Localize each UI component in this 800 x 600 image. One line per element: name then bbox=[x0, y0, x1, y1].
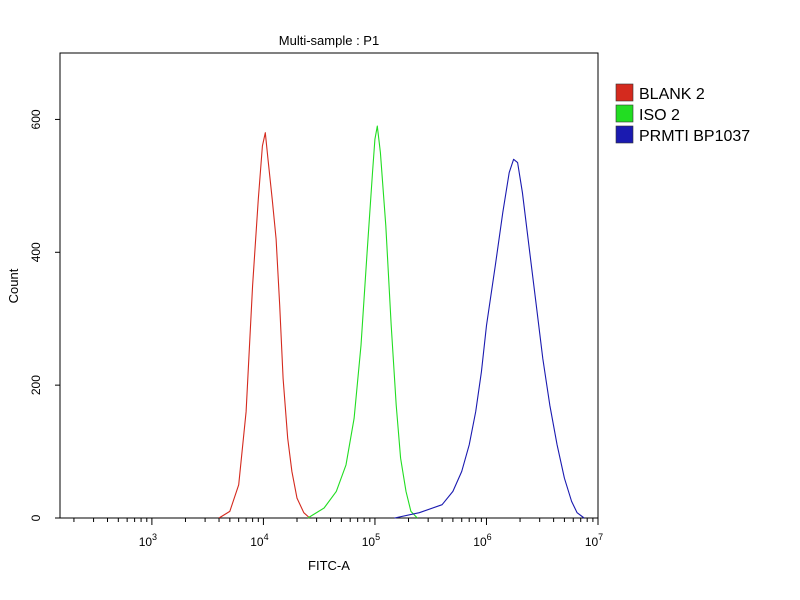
x-tick-label-2: 105 bbox=[362, 532, 380, 549]
series-line-1 bbox=[307, 125, 418, 519]
legend-label-0: BLANK 2 bbox=[639, 86, 705, 103]
legend-swatch-0 bbox=[615, 83, 634, 102]
chart-title: Multi-sample : P1 bbox=[279, 33, 379, 48]
y-tick-label-3: 600 bbox=[29, 109, 43, 129]
x-axis-title: FITC-A bbox=[308, 558, 350, 573]
series-layer bbox=[218, 125, 585, 519]
y-axis: 0 200 400 600 bbox=[29, 109, 60, 521]
y-tick-label-2: 400 bbox=[29, 242, 43, 262]
series-line-0 bbox=[218, 132, 311, 519]
x-axis: 103 104 105 106 107 bbox=[73, 518, 603, 549]
y-axis-title: Count bbox=[6, 268, 21, 303]
y-tick-label-0: 0 bbox=[29, 514, 43, 521]
legend-label-2: PRMTI BP1037 bbox=[639, 128, 750, 145]
x-tick-label-1: 104 bbox=[250, 532, 268, 549]
legend-swatch-1 bbox=[615, 104, 634, 123]
x-tick-label-4: 107 bbox=[585, 532, 603, 549]
x-tick-label-0: 103 bbox=[139, 532, 157, 549]
y-tick-label-1: 200 bbox=[29, 375, 43, 395]
legend-swatch-2 bbox=[615, 125, 634, 144]
legend-label-1: ISO 2 bbox=[639, 107, 680, 124]
legend: BLANK 2 ISO 2 PRMTI BP1037 bbox=[615, 83, 750, 145]
series-line-2 bbox=[394, 158, 585, 519]
x-tick-label-3: 106 bbox=[473, 532, 491, 549]
plot-frame bbox=[59, 52, 599, 519]
